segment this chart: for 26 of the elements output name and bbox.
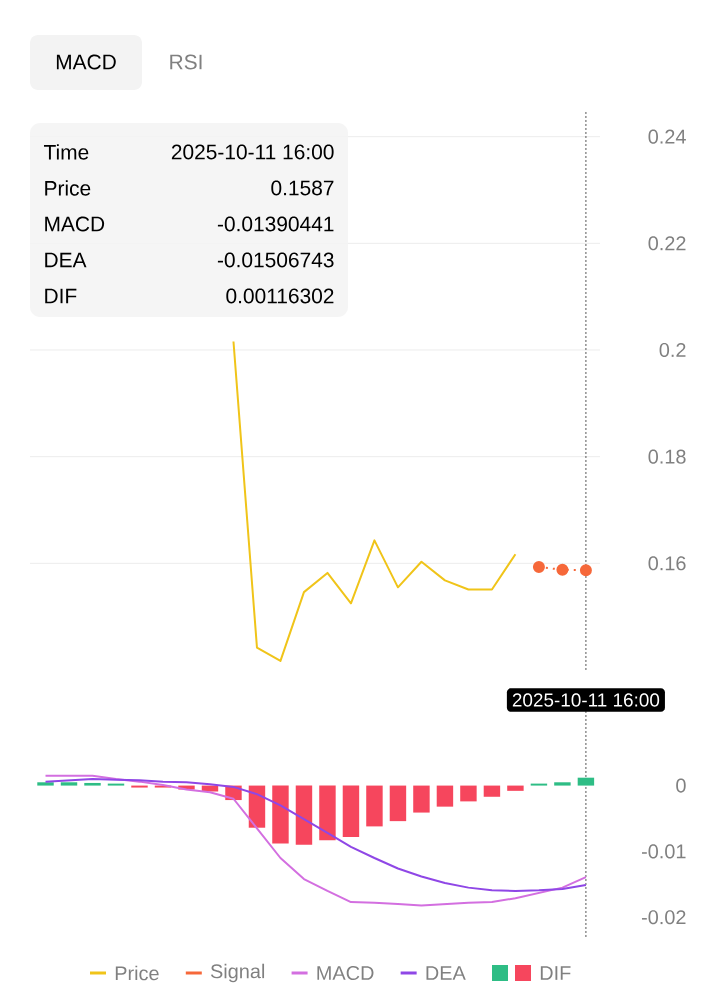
y-tick-label: 0.18 <box>648 449 686 464</box>
y-tick-label: -0.02 <box>641 910 686 925</box>
annotation: Price <box>45 180 91 196</box>
legend-label: DEA <box>426 966 466 980</box>
legend-label: MACD <box>317 965 374 981</box>
annotation: 2025-10-11 16:00 <box>512 693 660 707</box>
annotation: 0.00116302 <box>226 288 334 304</box>
annotation: 2025-10-11 16:00 <box>171 144 334 160</box>
annotation: Time <box>43 144 89 160</box>
text: RSI <box>170 54 202 70</box>
legend-label: Price <box>115 965 159 981</box>
annotation: -0.01506743 <box>217 252 334 268</box>
y-tick-label: -0.01 <box>641 844 686 859</box>
annotation: 0.1587 <box>271 180 334 196</box>
legend-label: Signal <box>210 963 265 983</box>
annotation: DIF <box>45 288 77 304</box>
y-tick-label: 0.2 <box>659 342 686 358</box>
y-tick-label: 0.24 <box>648 129 686 144</box>
y-tick-label: 0.16 <box>648 556 686 571</box>
annotation: -0.01390441 <box>217 216 334 232</box>
legend-label: DIF <box>540 966 571 980</box>
text: MACD <box>56 54 116 70</box>
y-tick-label: 0.22 <box>648 236 686 251</box>
annotation: MACD <box>45 216 105 232</box>
y-tick-label: 0 <box>676 778 686 793</box>
annotation: DEA <box>45 252 87 268</box>
